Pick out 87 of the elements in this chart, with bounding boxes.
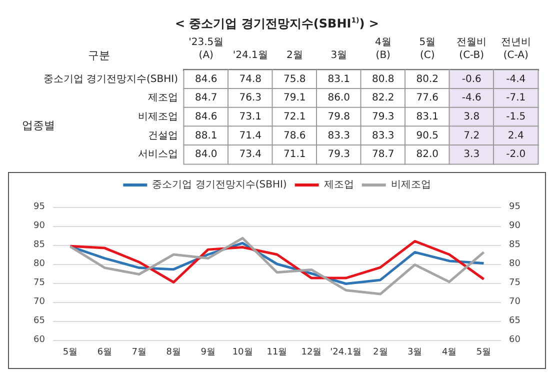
data-label: 79.3	[372, 112, 394, 122]
data-label: 88.1	[194, 130, 218, 142]
data-label: 84.6	[194, 112, 218, 122]
data-label: 86.0	[328, 92, 350, 104]
data-label: -0.6	[462, 74, 482, 85]
x-tick-label: 전월비 (C-B)	[456, 37, 487, 61]
y2-tick-label: 60	[509, 335, 521, 345]
data-label: 80.2	[416, 74, 439, 85]
data-label: 72.1	[283, 112, 306, 122]
y-tick-label: 서비스업	[138, 149, 178, 160]
y2-tick-label: 85	[509, 240, 520, 250]
x-tick-label: '24.1월	[232, 50, 268, 61]
y2-tick-label: 65	[509, 316, 520, 326]
data-label: 71.1	[283, 149, 306, 160]
data-label: 3.3	[464, 149, 480, 160]
legend-label: 제조업	[324, 180, 354, 190]
data-label: 79.3	[328, 149, 350, 160]
x-tick-label: '24.1월	[330, 348, 362, 358]
y-tick-label: 건설업	[148, 130, 178, 142]
data-label: 80.8	[372, 74, 394, 85]
y-tick-label: 85	[34, 240, 45, 250]
y2-tick-label: 70	[509, 297, 521, 307]
x-tick-label: 4월	[442, 348, 457, 358]
data-label: 3.8	[464, 112, 480, 122]
data-label: 90.5	[416, 130, 439, 142]
y-tick-label: 75	[34, 278, 45, 288]
data-label: 83.1	[416, 112, 439, 122]
data-label: -4.6	[462, 92, 482, 104]
data-label: -4.4	[506, 74, 526, 85]
y-axis-title: 구분	[88, 49, 110, 62]
data-label: 78.6	[283, 130, 306, 142]
x-tick-label: 5월	[476, 348, 492, 358]
y-tick-label: 80	[34, 259, 46, 269]
data-label: 75.8	[283, 74, 306, 85]
data-label: 71.4	[239, 130, 262, 142]
line-series	[68, 236, 486, 296]
y-tick-label: 95	[34, 202, 45, 212]
data-label: 74.8	[239, 74, 262, 85]
x-tick-label: 2월	[286, 50, 303, 61]
data-label: -1.5	[506, 112, 526, 122]
data-label: 7.2	[464, 130, 480, 142]
text: 업종별	[22, 119, 55, 132]
x-tick-label: 10월	[232, 348, 253, 358]
y2-tick-label: 95	[509, 202, 520, 212]
y2-tick-label: 75	[509, 278, 520, 288]
x-tick-label: 12월	[301, 348, 322, 358]
data-label: 76.3	[239, 92, 262, 104]
data-label: 79.1	[283, 92, 306, 104]
x-tick-label: 9월	[200, 348, 216, 358]
data-label: 83.3	[372, 130, 394, 142]
x-tick-label: 5월	[62, 348, 78, 358]
data-label: 79.8	[328, 112, 350, 122]
x-tick-label: 7월	[132, 348, 147, 358]
data-label: 84.7	[194, 92, 218, 104]
x-tick-label: 8월	[166, 348, 181, 358]
y2-tick-label: 90	[509, 221, 521, 231]
x-tick-label: 4월 (B)	[374, 37, 392, 61]
y-tick-label: 90	[34, 221, 46, 231]
legend-label: 비제조업	[390, 180, 431, 190]
x-tick-label: '23.5월 (A)	[188, 37, 224, 61]
data-label: 73.1	[239, 112, 262, 122]
data-label: 73.4	[239, 149, 262, 160]
x-tick-label: 전년비 (C-A)	[500, 37, 531, 61]
data-label: -2.0	[506, 149, 526, 160]
y-tick-label: 60	[34, 335, 46, 345]
y-tick-label: 비제조업	[138, 112, 178, 122]
x-tick-label: 11월	[266, 348, 288, 358]
y-tick-label: 제조업	[148, 92, 178, 104]
y2-tick-label: 80	[509, 259, 521, 269]
data-label: 82.0	[416, 149, 439, 160]
x-tick-label: 2월	[373, 348, 388, 358]
data-label: 78.7	[372, 149, 394, 160]
data-label: 77.6	[416, 92, 439, 104]
data-label: 82.2	[372, 92, 394, 104]
x-tick-label: 6월	[97, 348, 112, 358]
data-label: -7.1	[506, 92, 526, 104]
data-label: 83.3	[328, 130, 350, 142]
data-label: 2.4	[508, 130, 524, 142]
x-tick-label: 3월	[407, 348, 422, 358]
data-label: 84.6	[194, 74, 218, 85]
x-tick-label: 3월	[330, 50, 348, 61]
y-tick-label: 70	[34, 297, 46, 307]
y-tick-label: 65	[34, 316, 45, 326]
data-label: 83.1	[328, 74, 350, 85]
data-label: 84.0	[194, 149, 218, 160]
x-tick-label: 5월 (C)	[419, 37, 436, 61]
y-tick-label: 중소기업 경기전망지수(SBHI)	[43, 74, 178, 85]
